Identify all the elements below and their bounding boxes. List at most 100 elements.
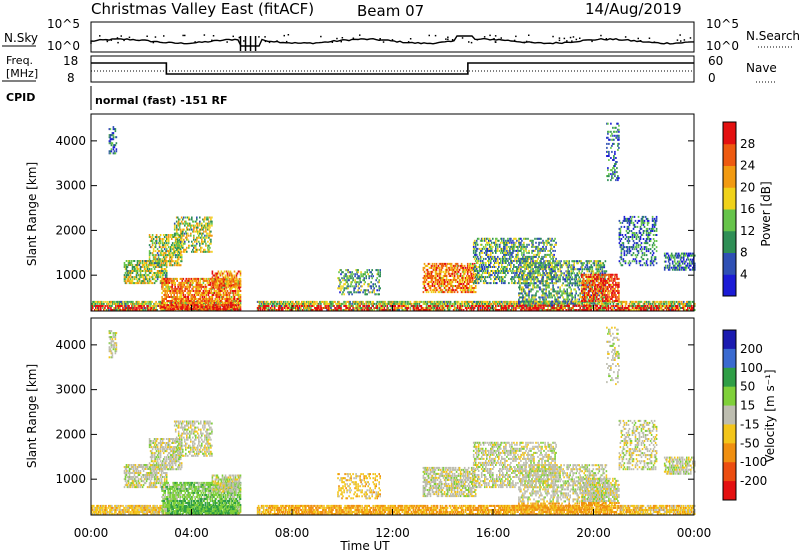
power-cell	[306, 305, 308, 307]
power-cell	[352, 300, 354, 303]
power-cell	[107, 305, 109, 307]
power-cell	[140, 309, 142, 311]
power-cell	[351, 285, 353, 288]
power-cell	[689, 300, 691, 303]
power-cell	[561, 300, 563, 303]
power-cell	[297, 309, 299, 311]
power-cell	[185, 220, 187, 223]
power-cell	[168, 262, 171, 265]
power-cell	[155, 260, 158, 263]
power-cell	[431, 277, 434, 279]
power-cell	[280, 302, 283, 305]
power-cell	[326, 307, 328, 309]
power-cell	[259, 300, 262, 303]
power-cell	[271, 307, 274, 309]
power-cell	[129, 307, 131, 309]
power-cell	[450, 283, 453, 285]
power-cell	[477, 305, 480, 307]
power-cell	[362, 291, 364, 294]
power-cell	[347, 285, 349, 288]
power-cell	[198, 240, 200, 243]
power-cell	[223, 278, 226, 281]
power-cell	[432, 275, 435, 277]
power-cell	[136, 264, 139, 266]
power-cell	[635, 305, 638, 307]
power-cell	[598, 302, 601, 305]
power-cell	[150, 307, 152, 309]
power-cell	[133, 268, 136, 270]
power-cell	[195, 300, 198, 303]
power-cell	[458, 309, 461, 311]
power-cell	[343, 289, 345, 292]
power-cell	[211, 302, 214, 304]
power-cell	[414, 307, 417, 309]
power-cell	[446, 285, 449, 287]
power-cell	[409, 309, 412, 311]
power-cell	[453, 272, 456, 275]
power-cell	[303, 300, 305, 303]
power-cell	[136, 260, 139, 262]
power-cell	[121, 305, 123, 307]
power-cell	[218, 296, 221, 298]
nsearch-point	[515, 35, 517, 38]
power-cell	[162, 254, 165, 257]
power-cell	[160, 309, 162, 311]
power-cell	[687, 309, 689, 311]
power-cell	[304, 300, 306, 303]
power-cell	[153, 305, 155, 307]
power-cell	[660, 305, 663, 307]
power-cell	[550, 300, 552, 303]
power-cell	[260, 300, 263, 303]
power-cell	[617, 305, 620, 307]
power-cell	[406, 307, 409, 309]
power-cell	[423, 309, 426, 311]
power-cell	[118, 305, 120, 307]
power-cell	[273, 305, 276, 307]
power-cell	[134, 302, 136, 305]
power-cell	[437, 300, 440, 303]
power-cell	[149, 272, 152, 274]
power-cell	[382, 300, 384, 303]
power-cell	[292, 305, 294, 307]
power-cell	[340, 269, 342, 272]
power-cell	[558, 309, 560, 311]
nsearch-point	[495, 41, 497, 43]
power-cell	[668, 305, 671, 307]
power-cell	[177, 256, 180, 259]
power-cell	[233, 302, 236, 304]
power-cell	[403, 300, 406, 303]
power-cell	[476, 307, 479, 309]
power-cell	[285, 302, 287, 305]
power-cell	[418, 305, 421, 307]
power-cell	[207, 246, 209, 249]
power-cell	[278, 307, 281, 309]
power-cell	[460, 305, 463, 307]
power-cell	[101, 302, 103, 305]
power-cell	[691, 305, 693, 307]
power-cell	[375, 305, 377, 307]
power-cell	[203, 230, 205, 233]
power-cell	[203, 304, 206, 307]
power-cell	[156, 248, 159, 251]
power-cell	[145, 260, 148, 262]
power-cell	[358, 275, 360, 278]
power-cell	[163, 248, 166, 251]
power-cell	[149, 305, 151, 307]
power-cell	[108, 302, 110, 305]
power-cell	[493, 302, 495, 305]
power-cell	[190, 234, 192, 237]
power-cell	[154, 266, 157, 268]
power-cell	[174, 234, 177, 236]
power-cell	[127, 262, 130, 264]
power-cell	[295, 307, 297, 309]
nsearch-point	[648, 37, 651, 39]
power-cell	[531, 300, 533, 303]
power-cell	[96, 300, 98, 303]
power-cell	[284, 305, 286, 307]
power-cell	[123, 302, 125, 305]
power-cell	[179, 304, 181, 307]
power-cell	[396, 302, 399, 305]
power-cell	[271, 309, 274, 311]
power-cell	[422, 268, 425, 271]
power-cell	[127, 309, 129, 311]
